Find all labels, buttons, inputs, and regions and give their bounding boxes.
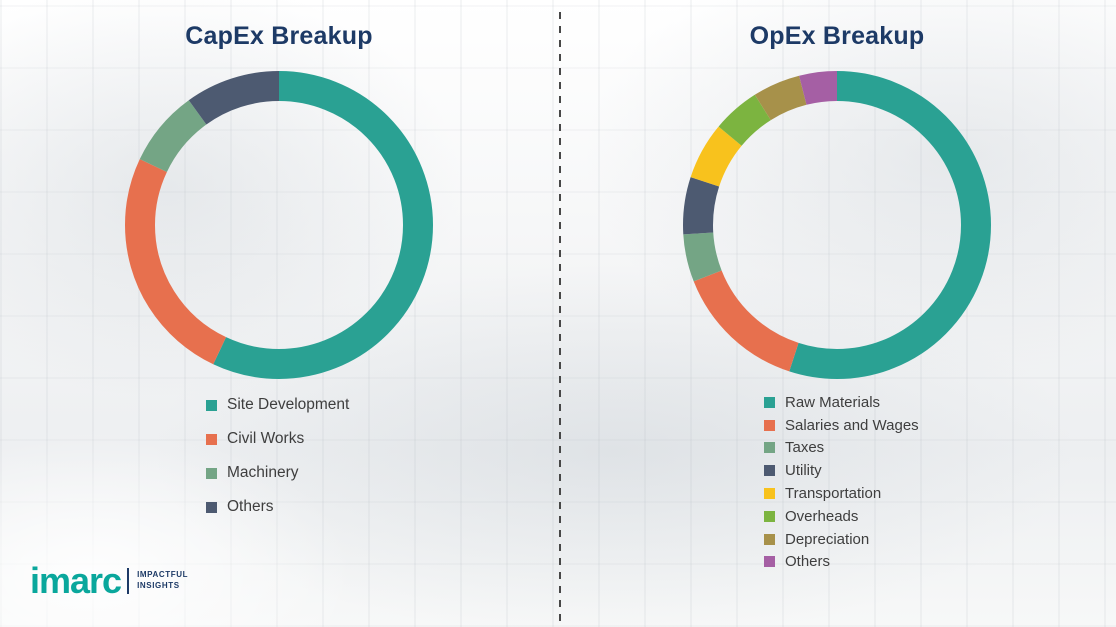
- donut-segment: [683, 71, 991, 379]
- imarc-tagline-line2: INSIGHTS: [137, 581, 180, 590]
- legend-label: Others: [785, 553, 831, 571]
- legend-swatch: [764, 488, 775, 500]
- legend-swatch: [764, 419, 775, 431]
- legend-swatch: [764, 533, 775, 545]
- donut-ring: [683, 71, 991, 379]
- imarc-logo-divider: [127, 568, 130, 594]
- legend-swatch: [206, 399, 217, 411]
- legend-label: Machinery: [227, 464, 299, 481]
- legend-item: Utility: [764, 459, 919, 482]
- legend-swatch: [206, 501, 217, 513]
- imarc-logo-text: imarc: [30, 560, 122, 601]
- imarc-logo-tagline: IMPACTFUL INSIGHTS: [137, 570, 188, 592]
- legend-item: Raw Materials: [764, 391, 919, 414]
- legend-label: Others: [227, 498, 274, 515]
- opex-title: OpEx Breakup: [749, 22, 925, 50]
- legend-item: Site Development: [206, 388, 349, 422]
- legend-label: Taxes: [785, 439, 825, 457]
- legend-item: Salaries and Wages: [764, 414, 919, 437]
- legend-label: Raw Materials: [785, 393, 881, 411]
- legend-item: Overheads: [764, 505, 919, 528]
- legend-swatch: [764, 442, 775, 454]
- imarc-logo: imarc IMPACTFUL INSIGHTS: [30, 563, 188, 599]
- legend-swatch: [206, 467, 217, 479]
- legend-item: Taxes: [764, 437, 919, 460]
- legend-swatch: [764, 510, 775, 522]
- legend-swatch: [764, 556, 775, 568]
- legend-label: Civil Works: [227, 430, 305, 447]
- opex-legend: Raw Materials Salaries and Wages Taxes Util…: [764, 391, 919, 573]
- legend-item: Transportation: [764, 482, 919, 505]
- legend-label: Site Development: [227, 396, 350, 413]
- donut-segment: [125, 71, 433, 379]
- donut-segment: [125, 71, 433, 379]
- legend-label: Overheads: [785, 507, 859, 525]
- capex-title: CapEx Breakup: [185, 22, 373, 50]
- legend-swatch: [206, 433, 217, 445]
- legend-item: Machinery: [206, 456, 349, 490]
- legend-label: Salaries and Wages: [785, 416, 919, 434]
- legend-item: Others: [206, 490, 349, 524]
- donut-ring: [125, 71, 433, 379]
- legend-item: Depreciation: [764, 528, 919, 551]
- opex-donut-chart: [682, 70, 992, 380]
- legend-item: Others: [764, 551, 919, 574]
- capex-panel: CapEx Breakup Site Development Civil Work…: [124, 22, 434, 524]
- legend-swatch: [764, 465, 775, 477]
- legend-item: Civil Works: [206, 422, 349, 456]
- capex-donut-chart: [124, 70, 434, 380]
- donut-segment: [683, 71, 991, 379]
- imarc-tagline-line1: IMPACTFUL: [137, 570, 189, 580]
- legend-label: Transportation: [785, 485, 882, 503]
- legend-label: Depreciation: [785, 530, 870, 548]
- legend-swatch: [764, 396, 775, 408]
- capex-legend: Site Development Civil Works Machinery Othe…: [206, 388, 349, 524]
- divider-dashed-line: [559, 12, 561, 622]
- legend-label: Utility: [785, 462, 822, 480]
- opex-panel: OpEx Breakup Raw Materials Salaries and W…: [558, 0, 1116, 627]
